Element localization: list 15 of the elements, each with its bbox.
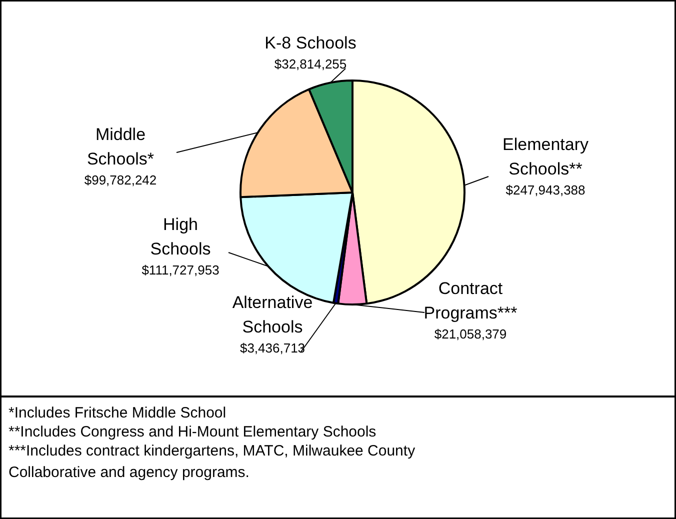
text: *Includes Fritsche Middle School [8,404,226,422]
text: **Includes Congress and Hi-Mount Elementary Schools [8,424,376,440]
data-label: $3,436,713 [240,340,306,356]
data-label: $247,943,388 [506,182,586,198]
slice-label: High Schools [150,214,211,258]
text: ***Includes contract kindergartens, MATC, Milwaukee County Collaborative and agency programs. [8,442,416,481]
data-label: $111,727,953 [142,262,220,278]
legend-label: Middle Schools* [86,124,154,168]
data-label: $21,058,379 [434,326,507,342]
data-label: $32,814,255 [274,56,347,72]
slice-label: K-8 Schools [264,34,356,52]
slice-label: Elementary Schools** [502,134,589,178]
data-label: $99,782,242 [84,172,157,188]
slice-label: Alternative Schools [232,292,313,336]
slice-label: Contract Programs*** [424,278,518,322]
